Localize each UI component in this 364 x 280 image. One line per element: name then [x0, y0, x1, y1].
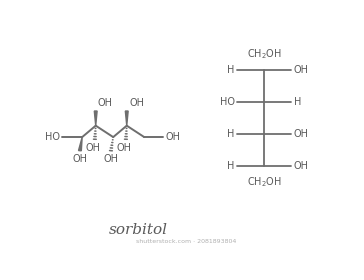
Text: H: H — [294, 97, 301, 107]
Text: OH: OH — [165, 132, 181, 142]
Text: H: H — [227, 129, 234, 139]
Polygon shape — [94, 111, 97, 126]
Polygon shape — [125, 111, 128, 126]
Text: CH$_2$OH: CH$_2$OH — [247, 175, 282, 189]
Polygon shape — [79, 137, 82, 151]
Text: shutterstock.com · 2081893804: shutterstock.com · 2081893804 — [136, 239, 237, 244]
Text: OH: OH — [103, 154, 118, 164]
Text: OH: OH — [86, 143, 100, 153]
Text: OH: OH — [98, 98, 113, 108]
Text: CH$_2$OH: CH$_2$OH — [247, 47, 282, 61]
Text: HO: HO — [46, 132, 60, 142]
Text: OH: OH — [294, 129, 309, 139]
Text: sorbitol: sorbitol — [109, 223, 168, 237]
Text: OH: OH — [72, 154, 87, 164]
Text: OH: OH — [294, 65, 309, 75]
Text: H: H — [227, 161, 234, 171]
Text: OH: OH — [294, 161, 309, 171]
Text: H: H — [227, 65, 234, 75]
Text: OH: OH — [116, 143, 131, 153]
Text: OH: OH — [129, 98, 144, 108]
Text: HO: HO — [219, 97, 234, 107]
